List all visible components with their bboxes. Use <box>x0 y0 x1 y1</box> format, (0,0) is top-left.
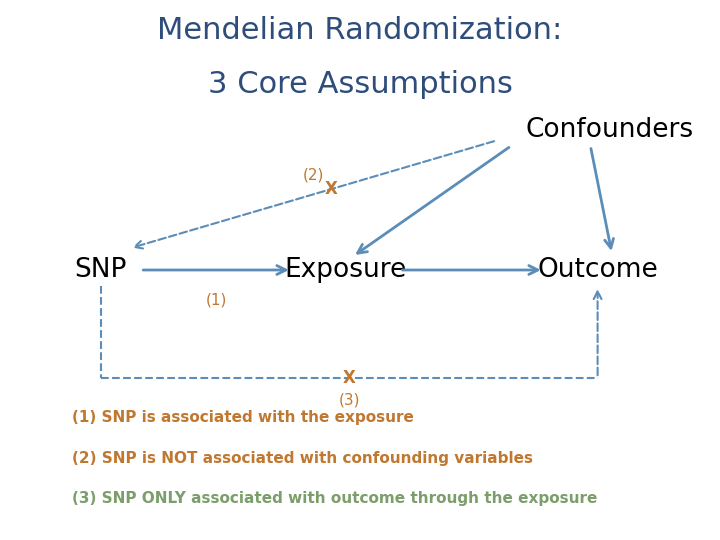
Text: X: X <box>325 180 338 198</box>
Text: (1) SNP is associated with the exposure: (1) SNP is associated with the exposure <box>72 410 414 426</box>
Text: (2): (2) <box>303 168 324 183</box>
Text: Exposure: Exposure <box>284 257 407 283</box>
Text: Outcome: Outcome <box>537 257 658 283</box>
Text: (3) SNP ONLY associated with outcome through the exposure: (3) SNP ONLY associated with outcome thr… <box>72 491 598 507</box>
Text: 3 Core Assumptions: 3 Core Assumptions <box>207 70 513 99</box>
Text: X: X <box>343 369 356 387</box>
Text: Mendelian Randomization:: Mendelian Randomization: <box>158 16 562 45</box>
Text: (2) SNP is NOT associated with confounding variables: (2) SNP is NOT associated with confoundi… <box>72 451 533 466</box>
Text: Confounders: Confounders <box>526 117 694 143</box>
Text: (1): (1) <box>205 292 227 307</box>
Text: SNP: SNP <box>75 257 127 283</box>
Text: (3): (3) <box>338 392 360 407</box>
